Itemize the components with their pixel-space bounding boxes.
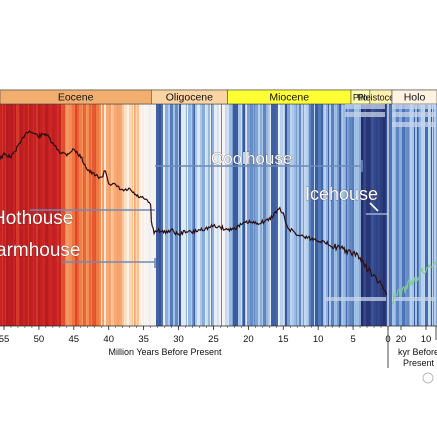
climate-stripe (129, 104, 132, 326)
climate-stripe (377, 104, 380, 326)
climate-stripe (188, 104, 191, 326)
x-tick-label: 40 (103, 334, 114, 345)
climate-stripe (366, 104, 369, 326)
label-icehouse: Icehouse (305, 184, 378, 204)
epoch-label-holo: Holo (404, 92, 426, 104)
climate-stripe (331, 104, 334, 326)
faint-annotation-3 (392, 112, 436, 117)
kyr-tick-label: 20 (396, 334, 407, 345)
x-tick-label: 0 (385, 334, 390, 345)
climate-stripe (280, 104, 283, 326)
climate-stripe (114, 104, 117, 326)
climate-stripe (238, 104, 241, 326)
climate-stripe (255, 104, 258, 326)
climate-stripe (214, 104, 217, 326)
x-tick-label: 35 (138, 334, 149, 345)
x-axis-title: Million Years Before Present (108, 347, 222, 357)
x-tick-label: 10 (313, 334, 324, 345)
climate-stripe (79, 104, 82, 326)
climate-stripe (170, 104, 173, 326)
x-tick-label: 25 (208, 334, 219, 345)
x-tick-label: 50 (34, 334, 45, 345)
faint-annotation-1 (345, 112, 385, 117)
climate-stripe (389, 104, 392, 326)
label-coolhouse: Coolhouse (211, 149, 292, 168)
climate-stripe (222, 104, 225, 326)
x-tick-label: 45 (69, 334, 80, 345)
climate-stripe (92, 104, 95, 326)
climate-stripe (165, 104, 168, 326)
climate-stripe (202, 104, 205, 326)
x-tick-label: 15 (278, 334, 289, 345)
kyr-tick-label: 10 (421, 334, 432, 345)
epoch-label-oligocene: Oligocene (166, 92, 213, 104)
faint-annotation-2 (392, 104, 436, 109)
climate-stripe (349, 104, 352, 326)
climate-stripe (183, 104, 186, 326)
faint-annotation-5 (326, 297, 386, 301)
climate-stripe (315, 104, 318, 326)
climate-stripe (175, 104, 178, 326)
climate-stripe (263, 104, 266, 326)
x-tick-label: 55 (0, 334, 9, 345)
label-hothouse: Hothouse (0, 208, 73, 229)
label-warmhouse: armhouse (0, 240, 81, 261)
climate-stripe (425, 104, 428, 326)
climate-stripe (156, 104, 159, 326)
climate-stripe (106, 104, 109, 326)
faint-annotation-6 (392, 297, 436, 301)
climate-stripe (318, 104, 321, 326)
x-tick-label: 20 (243, 334, 254, 345)
epoch-label-miocene: Miocene (269, 92, 309, 104)
climate-stripe (250, 104, 253, 326)
climate-stripe (356, 104, 359, 326)
x-tick-label: 5 (350, 334, 355, 345)
climate-stripe (197, 104, 200, 326)
climate-stripe (392, 104, 395, 326)
climate-stripe (229, 104, 232, 326)
climate-stripe (371, 104, 374, 326)
kyr-axis-title-2: Present (403, 358, 435, 368)
climate-stripe (146, 104, 149, 326)
climate-stripe (96, 104, 99, 326)
x-tick-label: 30 (173, 334, 184, 345)
faint-annotation-0 (345, 104, 385, 109)
climate-stripe (233, 104, 236, 326)
climate-stripe (287, 104, 290, 326)
climate-stripe (247, 104, 250, 326)
climate-stripe (311, 104, 314, 326)
climate-stripe (421, 104, 424, 326)
kyr-axis-title: kyr Before (398, 347, 437, 357)
epoch-label-eocene: Eocene (58, 92, 94, 104)
faint-annotation-4 (392, 122, 436, 127)
